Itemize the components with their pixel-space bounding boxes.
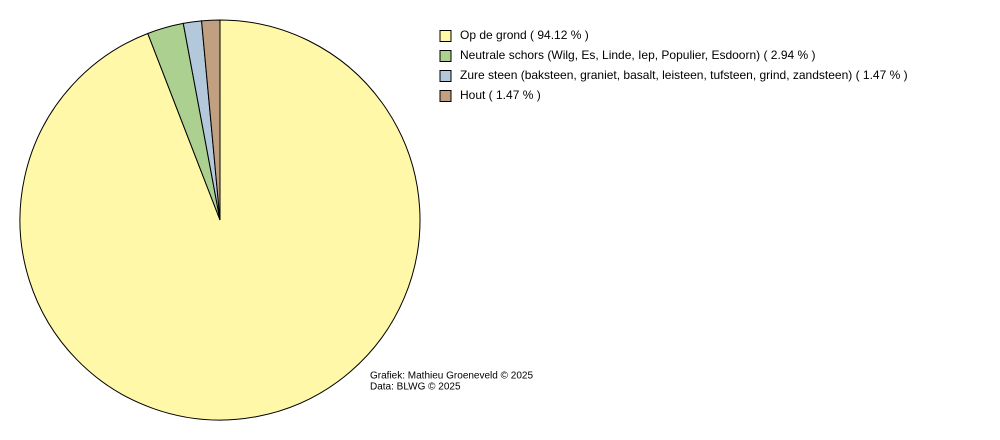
credit: Data: BLWG © 2025 bbox=[370, 382, 461, 393]
legend-swatch bbox=[439, 70, 452, 82]
legend-swatch bbox=[439, 50, 452, 62]
legend-swatch bbox=[439, 90, 452, 102]
pie-slice bbox=[201, 19, 221, 221]
credit: Grafiek: Mathieu Groeneveld © 2025 bbox=[370, 371, 533, 382]
legend-swatch bbox=[439, 30, 452, 42]
legend-label: Neutrale schors (Wilg, Es, Linde, Iep, P… bbox=[460, 48, 816, 62]
legend-label: Op de grond ( 94.12 % ) bbox=[460, 28, 589, 42]
legend-label: Zure steen (baksteen, graniet, basalt, l… bbox=[460, 68, 908, 82]
legend-label: Hout ( 1.47 % ) bbox=[460, 88, 541, 102]
